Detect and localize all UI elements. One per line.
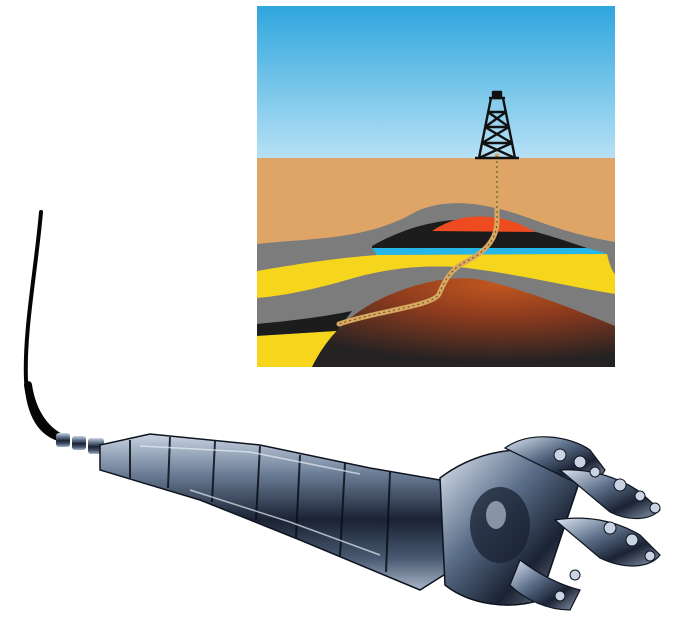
deep-rock xyxy=(312,278,615,367)
pipe-joints xyxy=(56,433,104,454)
geology-cross-section xyxy=(257,6,615,367)
well-path-outline xyxy=(338,156,498,325)
geology-illustration xyxy=(257,6,615,367)
gray-band xyxy=(257,266,467,326)
lower-black-layer xyxy=(257,311,352,336)
black-layer xyxy=(372,219,587,248)
collar-segments xyxy=(129,436,391,573)
drill-cable-thick xyxy=(24,381,70,444)
oil-derrick-icon xyxy=(475,90,519,160)
yellow-layer xyxy=(257,254,615,298)
sky xyxy=(257,6,615,158)
lower-yellow-layer xyxy=(257,331,337,367)
drill-cable xyxy=(23,210,64,442)
water-layer xyxy=(372,248,607,255)
drill-collar xyxy=(99,433,456,591)
oil-reservoir xyxy=(432,216,535,232)
drill-bit-icon xyxy=(439,436,661,611)
collar-highlights xyxy=(139,445,381,556)
